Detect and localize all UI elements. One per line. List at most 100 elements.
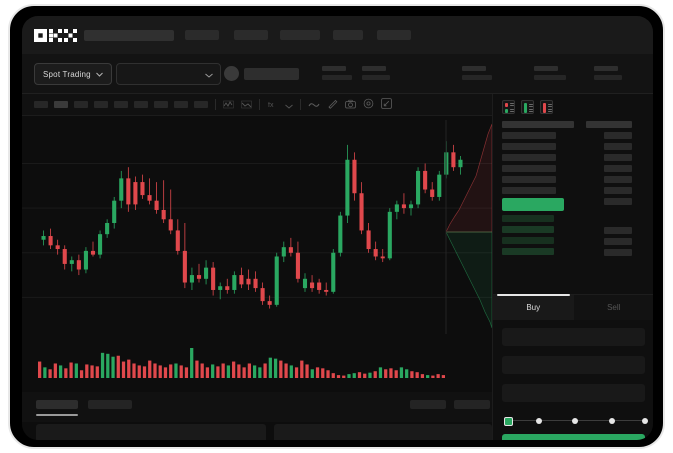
orderbook-ask-row[interactable]: [502, 154, 556, 161]
orderbook-bid-row[interactable]: [502, 237, 554, 244]
orderbook-amount-row[interactable]: [604, 143, 632, 150]
orderbook-bid-row[interactable]: [502, 215, 554, 222]
orderbook-amount-row[interactable]: [604, 238, 632, 245]
market-stat-2: [462, 66, 492, 80]
market-type-selector[interactable]: Spot Trading: [34, 63, 112, 85]
orderbook-ask-row[interactable]: [502, 187, 556, 194]
timeframe-5[interactable]: [134, 101, 148, 108]
line-chart-icon[interactable]: [241, 96, 252, 114]
nav-item-1[interactable]: [234, 30, 268, 40]
candlestick-svg: [22, 120, 492, 334]
okx-logo-icon[interactable]: [34, 29, 78, 42]
orderbook-amount-row[interactable]: [604, 154, 632, 161]
slider-stop-50[interactable]: [572, 418, 578, 424]
orders-tab-1[interactable]: [88, 400, 132, 409]
orderbook-amount-row[interactable]: [604, 227, 632, 234]
orderbook-amount-row[interactable]: [604, 249, 632, 256]
orderbook-spacer: [586, 209, 644, 223]
orders-panel-1[interactable]: [274, 424, 492, 440]
orderbook-current-price-row[interactable]: [502, 198, 564, 211]
orders-panel-0[interactable]: [36, 424, 266, 440]
orders-tab-bar: [22, 392, 492, 422]
fullscreen-icon[interactable]: [381, 96, 392, 114]
stat-label: [534, 66, 558, 71]
orderbook-price-column[interactable]: [502, 121, 574, 259]
slider-stop-100[interactable]: [642, 418, 648, 424]
orderbook-amount-row[interactable]: [604, 176, 632, 183]
timeframe-8[interactable]: [194, 101, 208, 108]
orderbook-amount-column[interactable]: [586, 121, 644, 260]
slider-stop-25[interactable]: [536, 418, 542, 424]
orderbook-both-icon[interactable]: [502, 100, 515, 114]
timeframe-1[interactable]: [54, 101, 68, 108]
orderbook-amount-header: [586, 121, 632, 128]
nav-search-field[interactable]: [84, 30, 174, 41]
chevron-down-icon: [205, 65, 213, 83]
device-frame: Spot Trading: [8, 4, 665, 449]
orders-panels: [22, 422, 492, 440]
orders-tab-active-underline: [36, 414, 78, 416]
trading-pair-select[interactable]: [116, 63, 221, 85]
timeframe-4[interactable]: [114, 101, 128, 108]
chevron-down-icon[interactable]: [285, 96, 293, 114]
stat-label: [362, 66, 386, 71]
orderbook-ask-row[interactable]: [502, 132, 556, 139]
settings-gear-icon[interactable]: [363, 96, 374, 114]
order-field-1[interactable]: [502, 356, 645, 374]
tab-sell[interactable]: Sell: [574, 295, 654, 320]
toolbar-divider: [259, 99, 260, 110]
chevron-down-icon: [95, 70, 103, 79]
top-navigation-bar: [22, 16, 653, 54]
nav-item-3[interactable]: [333, 30, 363, 40]
orders-action-0[interactable]: [410, 400, 446, 409]
wave-icon[interactable]: [308, 96, 320, 114]
stat-value: [462, 75, 492, 80]
tab-sell-label: Sell: [607, 303, 621, 312]
svg-text:fx: fx: [268, 102, 274, 109]
orderbook-amount-row[interactable]: [604, 187, 632, 194]
candlestick-chart-icon[interactable]: [223, 96, 234, 114]
timeframe-7[interactable]: [174, 101, 188, 108]
volume-chart[interactable]: [22, 334, 492, 392]
camera-icon[interactable]: [345, 96, 356, 114]
market-stat-1: [362, 66, 390, 80]
order-panel: Buy Sell: [492, 94, 653, 440]
indicators-icon[interactable]: fx: [267, 96, 278, 114]
orderbook-bid-row[interactable]: [502, 226, 554, 233]
timeframe-0[interactable]: [34, 101, 48, 108]
amount-slider[interactable]: [504, 416, 648, 426]
slider-handle[interactable]: [504, 417, 513, 426]
orderbook-bids-icon[interactable]: [521, 100, 534, 114]
market-stat-0: [322, 66, 352, 80]
nav-item-0[interactable]: [185, 30, 219, 40]
drawing-pencil-icon[interactable]: [327, 96, 338, 114]
orderbook-amount-row[interactable]: [604, 132, 632, 139]
tab-buy[interactable]: Buy: [493, 294, 574, 320]
order-field-0[interactable]: [502, 328, 645, 346]
orderbook-bid-row[interactable]: [502, 248, 554, 255]
timeframe-2[interactable]: [74, 101, 88, 108]
orderbook-ask-row[interactable]: [502, 143, 556, 150]
slider-stop-75[interactable]: [609, 418, 615, 424]
nav-item-2[interactable]: [280, 30, 320, 40]
stat-label: [594, 66, 618, 71]
order-field-2[interactable]: [502, 384, 645, 402]
timeframe-6[interactable]: [154, 101, 168, 108]
orderbook-ask-row[interactable]: [502, 165, 556, 172]
timeframe-3[interactable]: [94, 101, 108, 108]
stat-label: [322, 66, 346, 71]
nav-item-4[interactable]: [377, 30, 411, 40]
submit-order-button[interactable]: [502, 434, 645, 440]
orders-action-1[interactable]: [454, 400, 490, 409]
orderbook-amount-row[interactable]: [604, 198, 632, 205]
orderbook-ask-row[interactable]: [502, 176, 556, 183]
price-chart[interactable]: [22, 116, 492, 334]
orders-tab-0[interactable]: [36, 400, 78, 409]
orderbook-asks-icon[interactable]: [540, 100, 553, 114]
orderbook-amount-row[interactable]: [604, 165, 632, 172]
stat-value: [322, 75, 352, 80]
pair-name-label: [244, 68, 299, 80]
stat-label: [462, 66, 486, 71]
device-screen: Spot Trading: [22, 16, 653, 440]
